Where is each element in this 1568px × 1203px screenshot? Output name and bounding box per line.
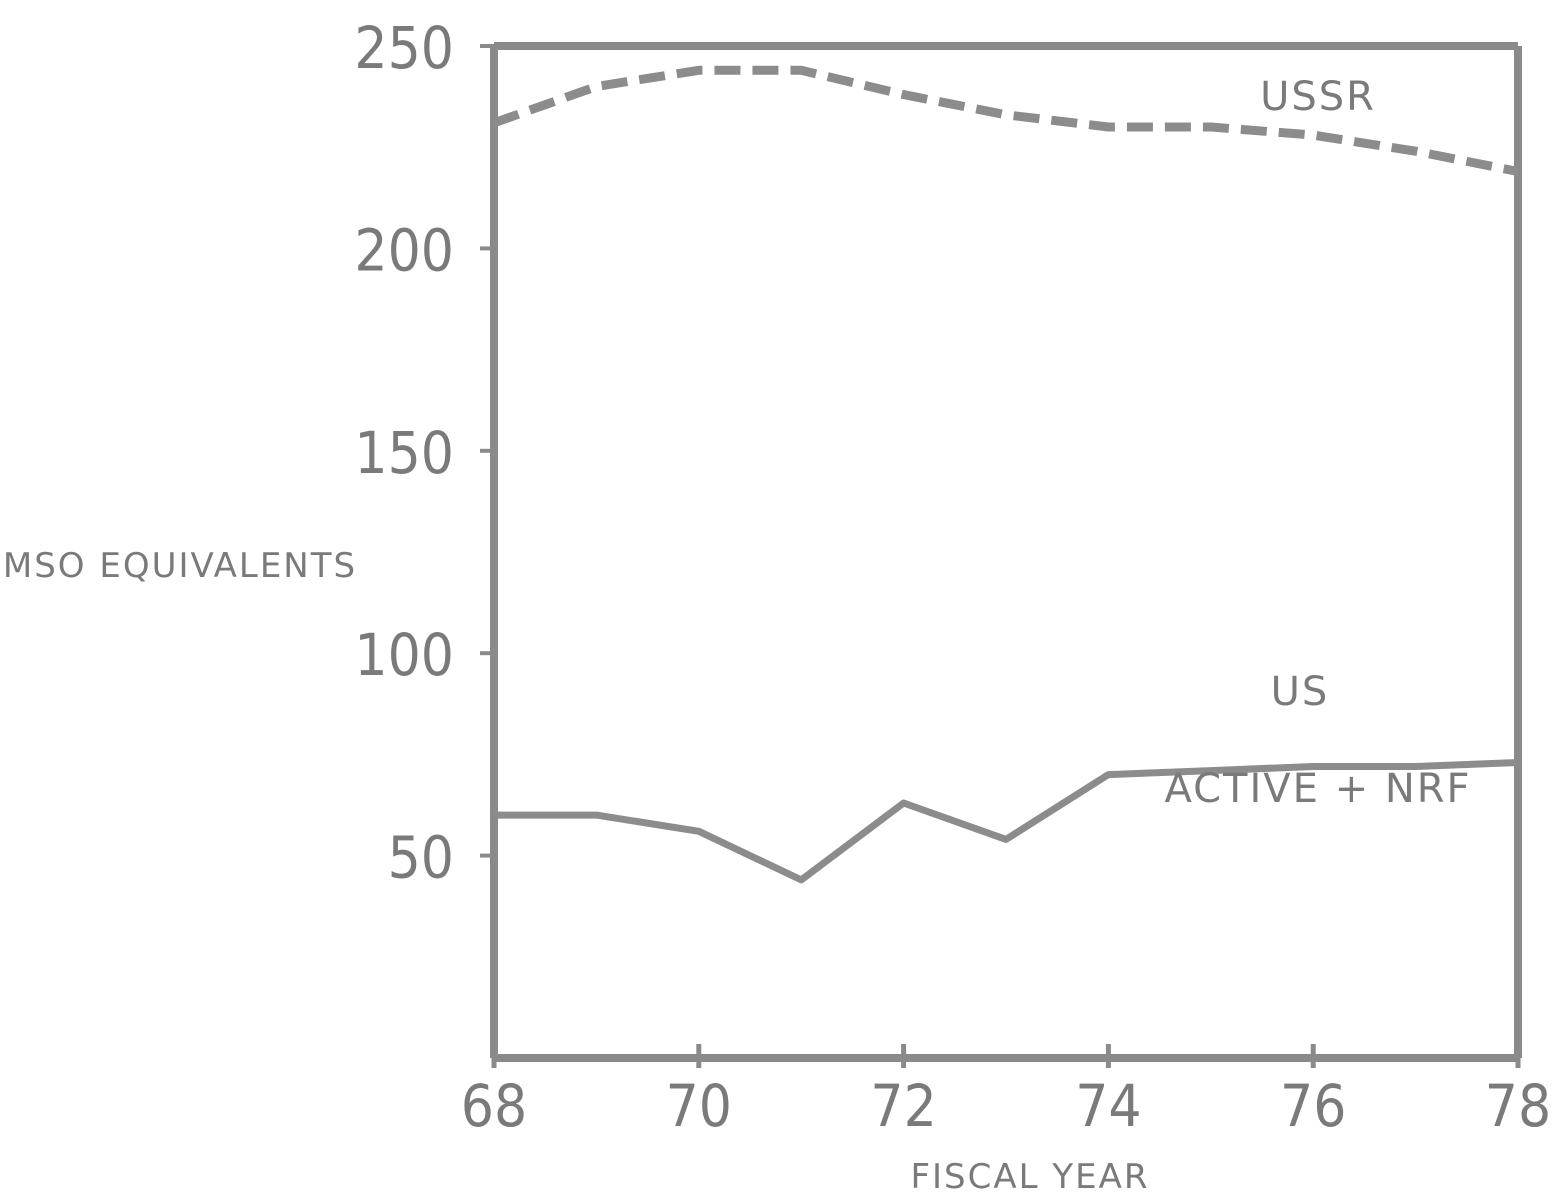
y-tick-label: 200 [354,216,454,284]
y-tick-label: 50 [388,824,454,892]
series-line-us [494,759,1519,884]
x-tick-label: 74 [1075,1072,1141,1140]
series-lines [492,65,1519,884]
series-sublabel-us: ACTIVE + NRF [1164,766,1471,812]
series-label-ussr: USSR [1260,74,1376,120]
y-tick-label: 100 [354,621,454,689]
x-tick-label: 76 [1280,1072,1346,1140]
x-tick-label: 68 [461,1072,527,1140]
y-tick-label: 150 [354,419,454,487]
x-tick-label: 70 [666,1072,732,1140]
y-axis-ticks: 50 100 150 200 250 [354,14,494,892]
series-labels: USSR US ACTIVE + NRF [1164,74,1471,812]
y-tick-label: 250 [354,14,454,82]
x-tick-label: 78 [1485,1072,1551,1140]
x-tick-label: 72 [870,1072,936,1140]
x-axis-title: FISCAL YEAR [910,1157,1149,1197]
plot-frame [490,42,1522,1062]
series-line-ussr [492,65,1519,176]
x-axis-ticks: 68 70 72 74 76 78 [461,1044,1551,1140]
y-axis-title: MSO EQUIVALENTS [3,546,357,586]
series-label-us: US [1271,669,1330,715]
